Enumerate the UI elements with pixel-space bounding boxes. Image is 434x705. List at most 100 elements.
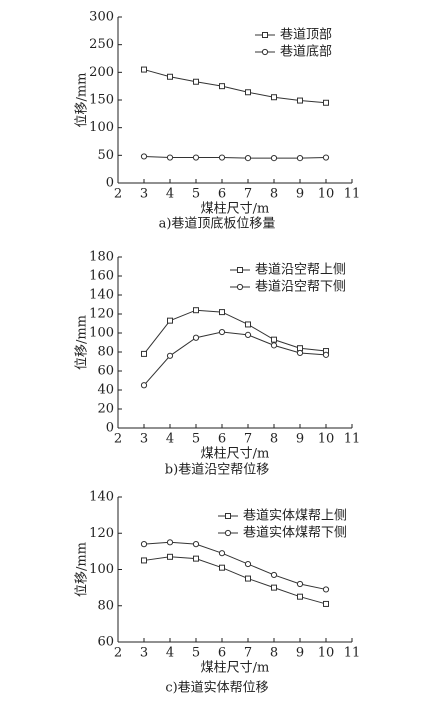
x-tick-label: 9	[296, 432, 304, 447]
marker	[296, 155, 304, 162]
legend-label: 巷道顶部	[280, 28, 332, 43]
x-tick-label: 11	[344, 187, 361, 202]
x-tick-label: 6	[218, 187, 226, 202]
x-tick-label: 5	[192, 187, 200, 202]
marker	[225, 513, 231, 519]
marker	[296, 580, 304, 588]
x-tick-label: 5	[192, 646, 200, 661]
y-axis-label: 位移/mm	[75, 315, 90, 370]
marker	[192, 154, 200, 161]
y-tick-label: 0	[106, 421, 114, 436]
x-tick-label: 7	[244, 187, 252, 202]
y-tick-label: 180	[89, 250, 114, 265]
x-tick-label: 4	[166, 187, 174, 202]
x-tick-label: 2	[114, 432, 122, 447]
caption: a)巷道顶底板位移量	[159, 216, 276, 232]
marker	[262, 32, 268, 38]
marker	[236, 283, 244, 291]
y-tick-label: 60	[97, 364, 114, 379]
marker	[167, 73, 173, 80]
marker	[193, 555, 199, 562]
marker	[218, 550, 226, 557]
y-tick-label: 120	[89, 526, 114, 541]
marker	[245, 321, 251, 328]
series-line	[143, 541, 327, 590]
legend-label: 巷道沿空帮下侧	[255, 280, 346, 295]
x-tick-label: 2	[114, 646, 122, 661]
marker	[237, 267, 243, 273]
marker	[167, 317, 173, 324]
marker	[140, 382, 148, 389]
y-tick-label: 50	[97, 148, 114, 163]
series-line	[143, 556, 327, 605]
marker	[244, 331, 252, 338]
x-tick-label: 11	[344, 432, 361, 447]
marker	[166, 154, 174, 161]
marker	[323, 600, 329, 607]
series-line	[143, 331, 327, 386]
marker	[219, 564, 225, 571]
x-tick-label: 3	[140, 432, 148, 447]
marker	[166, 352, 174, 359]
y-tick-label: 250	[89, 37, 114, 52]
x-tick-label: 3	[140, 646, 148, 661]
marker	[141, 557, 147, 564]
marker	[245, 89, 251, 96]
marker	[218, 154, 226, 161]
marker	[192, 334, 200, 341]
y-axis-label: 位移/mm	[75, 72, 90, 127]
y-tick-label: 40	[97, 383, 114, 398]
x-tick-label: 3	[140, 187, 148, 202]
marker	[270, 571, 278, 579]
marker	[244, 155, 252, 162]
marker	[261, 48, 269, 56]
series-line	[143, 155, 327, 159]
marker	[192, 541, 200, 548]
y-tick-label: 150	[89, 93, 114, 108]
caption: b)巷道沿空帮位移	[165, 463, 269, 478]
y-tick-label: 20	[97, 402, 114, 417]
marker	[297, 593, 303, 600]
marker	[224, 529, 232, 537]
marker	[322, 586, 330, 593]
x-tick-label: 6	[218, 646, 226, 661]
marker	[140, 153, 148, 160]
marker	[271, 584, 277, 591]
y-tick-label: 200	[89, 65, 114, 80]
marker	[270, 342, 278, 349]
x-tick-label: 10	[318, 187, 335, 202]
y-tick-label: 120	[89, 307, 114, 322]
marker	[271, 94, 277, 101]
marker	[245, 575, 251, 582]
x-axis-label: 煤柱尺寸/m	[201, 447, 270, 462]
y-tick-label: 0	[106, 176, 114, 191]
y-tick-label: 100	[89, 326, 114, 341]
x-axis-label: 煤柱尺寸/m	[201, 202, 270, 217]
marker	[322, 154, 330, 161]
legend-label: 巷道沿空帮上侧	[255, 263, 346, 278]
y-axis-label: 位移/mm	[75, 542, 90, 597]
x-tick-label: 7	[244, 432, 252, 447]
marker	[244, 560, 252, 568]
y-tick-label: 80	[97, 345, 114, 360]
y-tick-label: 60	[97, 635, 114, 650]
x-tick-label: 4	[166, 432, 174, 447]
marker	[322, 351, 330, 358]
x-tick-label: 7	[244, 646, 252, 661]
y-tick-label: 140	[89, 288, 114, 303]
y-tick-label: 160	[89, 269, 114, 284]
marker	[193, 78, 199, 85]
marker	[167, 553, 173, 560]
y-tick-label: 300	[89, 10, 114, 25]
marker	[166, 539, 174, 546]
marker	[193, 307, 199, 314]
legend-label: 巷道实体煤帮下侧	[243, 526, 347, 541]
y-tick-label: 100	[89, 562, 114, 577]
series-line	[143, 309, 327, 355]
x-tick-label: 11	[344, 646, 361, 661]
marker	[219, 309, 225, 316]
marker	[141, 66, 147, 73]
legend-label: 巷道底部	[280, 44, 332, 60]
series-line	[143, 69, 327, 104]
